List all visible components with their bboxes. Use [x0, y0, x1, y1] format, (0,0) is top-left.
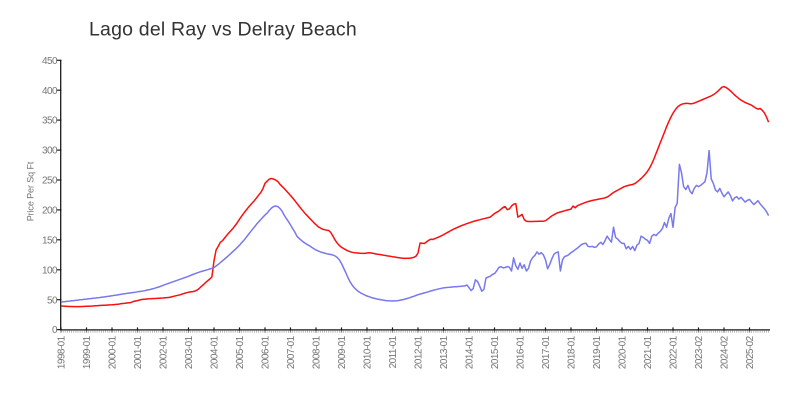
svg-text:2025-02: 2025-02	[745, 335, 756, 369]
svg-text:100: 100	[42, 265, 58, 276]
svg-text:450: 450	[42, 56, 58, 67]
svg-text:2019-01: 2019-01	[592, 335, 603, 369]
svg-text:2002-01: 2002-01	[159, 335, 170, 369]
svg-text:1998-01: 1998-01	[57, 335, 68, 369]
svg-text:2008-01: 2008-01	[312, 335, 323, 369]
svg-text:2024-02: 2024-02	[720, 335, 731, 369]
svg-text:2014-01: 2014-01	[465, 335, 476, 369]
svg-text:2007-01: 2007-01	[286, 335, 297, 369]
svg-text:2010-01: 2010-01	[363, 335, 374, 369]
svg-text:2018-01: 2018-01	[567, 335, 578, 369]
svg-text:2012-01: 2012-01	[414, 335, 425, 369]
svg-text:150: 150	[42, 235, 58, 246]
svg-text:2001-01: 2001-01	[133, 335, 144, 369]
svg-text:2006-01: 2006-01	[261, 335, 272, 369]
svg-text:2011-01: 2011-01	[388, 335, 399, 368]
svg-text:200: 200	[42, 206, 58, 217]
svg-text:2003-01: 2003-01	[184, 335, 195, 369]
svg-text:350: 350	[42, 116, 58, 127]
svg-text:1999-01: 1999-01	[82, 335, 93, 369]
svg-text:400: 400	[42, 86, 58, 97]
svg-text:2017-01: 2017-01	[541, 335, 552, 369]
svg-text:2015-01: 2015-01	[490, 335, 501, 369]
svg-text:2004-01: 2004-01	[210, 335, 221, 369]
svg-text:2000-01: 2000-01	[108, 335, 119, 369]
svg-text:2016-01: 2016-01	[516, 335, 527, 369]
svg-text:2009-01: 2009-01	[337, 335, 348, 369]
svg-text:2021-01: 2021-01	[643, 335, 654, 369]
svg-text:2005-01: 2005-01	[235, 335, 246, 369]
svg-text:Price Per Sq Ft: Price Per Sq Ft	[26, 161, 36, 221]
svg-text:250: 250	[42, 176, 58, 187]
svg-text:50: 50	[47, 295, 58, 306]
svg-text:2020-01: 2020-01	[618, 335, 629, 369]
svg-text:0: 0	[52, 325, 58, 336]
svg-text:2022-01: 2022-01	[669, 335, 680, 369]
svg-text:2023-02: 2023-02	[694, 335, 705, 369]
svg-text:2013-01: 2013-01	[439, 335, 450, 369]
svg-text:Lago del Ray vs Delray Beach: Lago del Ray vs Delray Beach	[89, 19, 357, 41]
svg-text:300: 300	[42, 146, 58, 157]
